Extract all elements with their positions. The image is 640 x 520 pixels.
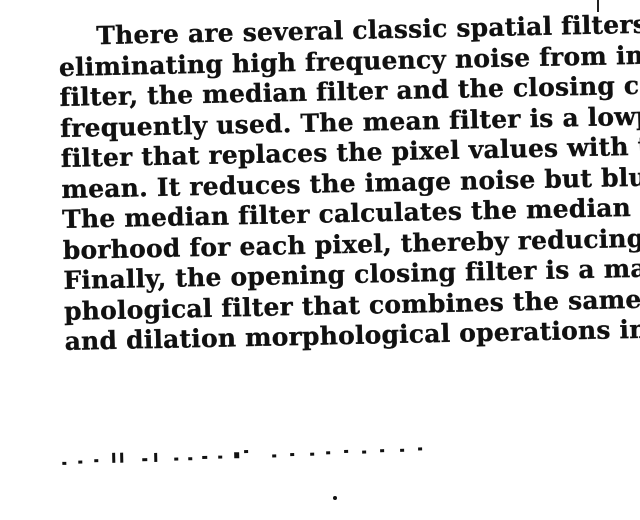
glyph-fragment (234, 452, 240, 459)
glyph-fragment (142, 458, 148, 462)
glyph-fragment (94, 459, 99, 463)
glyph-fragment (362, 450, 367, 454)
glyph-fragment (380, 449, 385, 453)
glyph-fragment (188, 457, 193, 461)
glyph-fragment (290, 453, 295, 457)
speck (372, 36, 375, 39)
glyph-fragment (400, 448, 405, 452)
glyph-fragment (344, 449, 349, 454)
glyph-fragment (310, 452, 315, 456)
glyph-fragment (112, 452, 116, 463)
glyph-fragment (244, 450, 249, 454)
edge-mark (597, 0, 599, 12)
glyph-fragment (78, 460, 83, 464)
glyph-fragment (120, 452, 124, 463)
glyph-fragment (272, 454, 277, 458)
glyph-fragment (418, 447, 423, 451)
glyph-fragment (202, 455, 208, 459)
glyph-fragment (62, 461, 67, 465)
glyph-fragment (218, 455, 223, 459)
paragraph: There are several classic spatial filter… (58, 9, 640, 357)
glyph-fragment (154, 452, 158, 462)
glyph-fragment (174, 457, 179, 461)
cut-off-text-line (58, 437, 598, 470)
glyph-fragment (326, 451, 331, 455)
speck (333, 496, 337, 500)
